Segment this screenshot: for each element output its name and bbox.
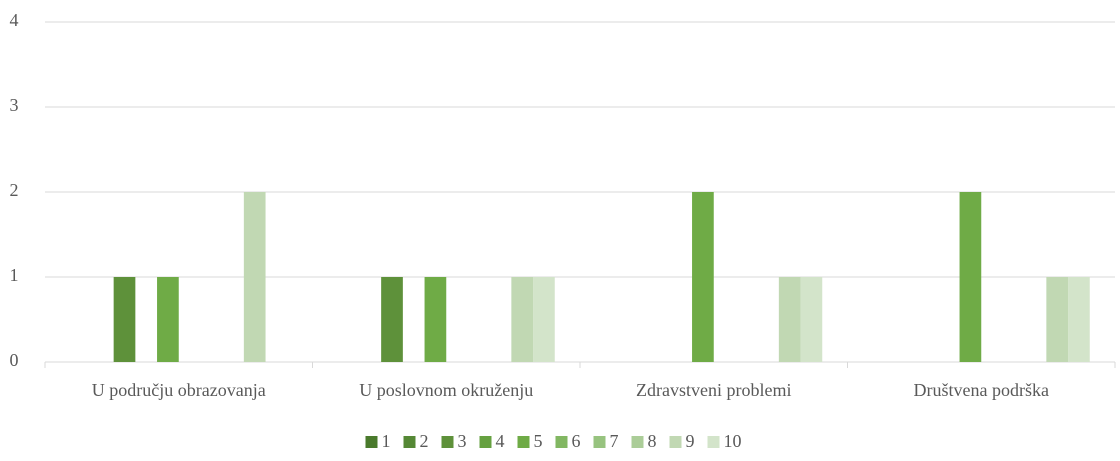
bar bbox=[511, 277, 534, 362]
bar bbox=[959, 192, 982, 362]
bar bbox=[800, 277, 823, 362]
bar bbox=[424, 277, 447, 362]
bar bbox=[778, 277, 801, 362]
legend-label: 5 bbox=[534, 431, 543, 451]
bar bbox=[157, 277, 179, 362]
bar bbox=[243, 192, 266, 362]
legend-label: 4 bbox=[496, 431, 505, 451]
bar bbox=[533, 277, 555, 362]
y-tick-label: 3 bbox=[10, 95, 19, 115]
bar bbox=[1046, 277, 1069, 362]
y-tick-label: 0 bbox=[10, 350, 19, 370]
legend-label: 7 bbox=[610, 431, 619, 451]
legend-label: 8 bbox=[648, 431, 657, 451]
bar bbox=[692, 192, 714, 362]
legend-swatch bbox=[669, 436, 682, 448]
bar bbox=[381, 277, 403, 362]
bar bbox=[113, 277, 136, 362]
x-tick-label: Zdravstveni problemi bbox=[636, 380, 791, 400]
legend-swatch bbox=[707, 436, 720, 448]
y-tick-label: 2 bbox=[10, 180, 19, 200]
legend-swatch bbox=[365, 436, 378, 448]
legend-label: 9 bbox=[686, 431, 695, 451]
bar bbox=[1068, 277, 1090, 362]
legend-swatch bbox=[555, 436, 568, 448]
legend-swatch bbox=[631, 436, 644, 448]
x-tick-label: U području obrazovanja bbox=[92, 380, 266, 400]
legend-label: 10 bbox=[724, 431, 742, 451]
y-tick-label: 4 bbox=[10, 10, 19, 30]
x-tick-label: U poslovnom okruženju bbox=[359, 380, 533, 400]
legend-swatch bbox=[479, 436, 492, 448]
legend-swatch bbox=[403, 436, 416, 448]
legend-label: 6 bbox=[572, 431, 581, 451]
legend-label: 2 bbox=[420, 431, 429, 451]
legend-swatch bbox=[441, 436, 454, 448]
legend-swatch bbox=[517, 436, 530, 448]
legend-swatch bbox=[593, 436, 606, 448]
x-tick-label: Društvena podrška bbox=[914, 380, 1049, 400]
legend-label: 3 bbox=[458, 431, 467, 451]
legend-label: 1 bbox=[382, 431, 391, 451]
y-tick-label: 1 bbox=[10, 265, 19, 285]
